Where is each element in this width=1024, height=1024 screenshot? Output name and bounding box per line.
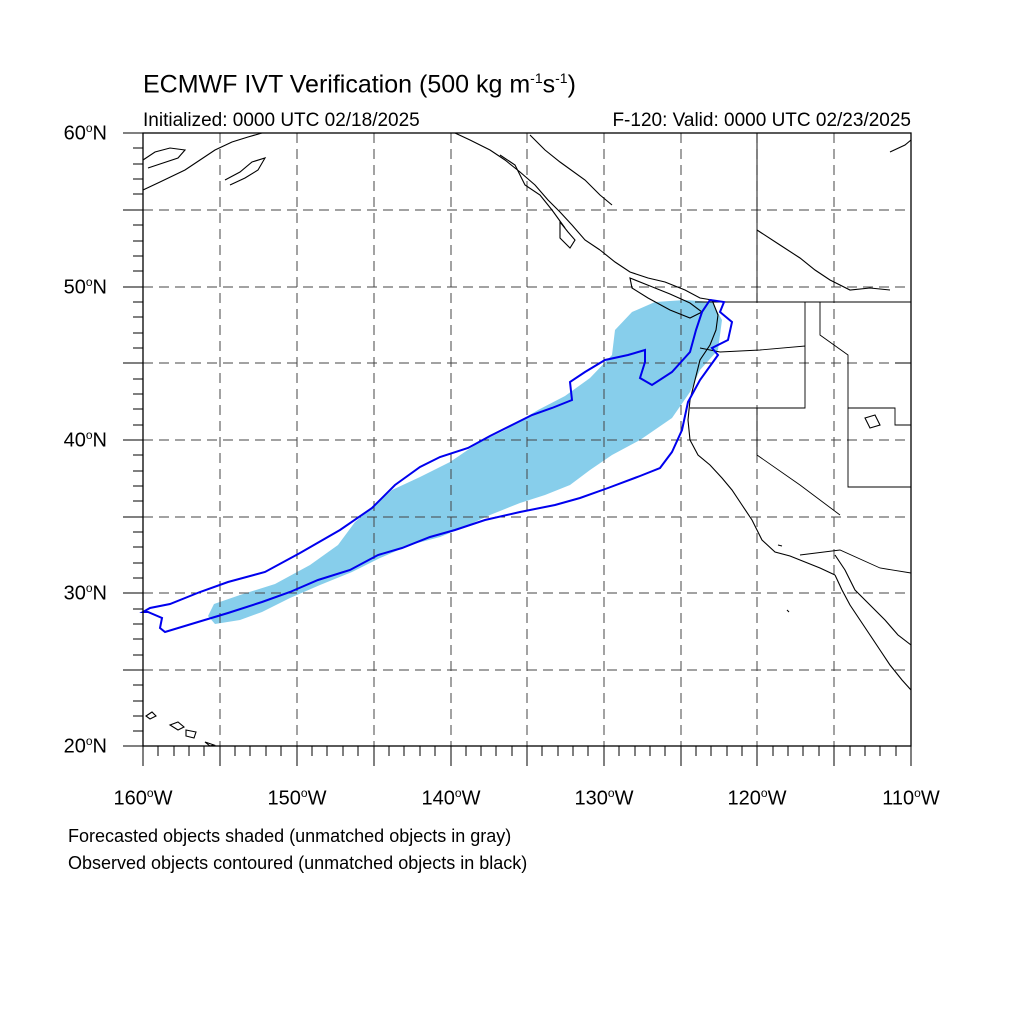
axis-ticks xyxy=(123,132,912,766)
observed-ivt-contour xyxy=(139,298,734,634)
lon-label-130w: 130oW xyxy=(574,786,634,810)
lon-label-120w: 120oW xyxy=(727,786,787,810)
figure-title: ECMWF IVT Verification (500 kg m-1s-1) xyxy=(143,70,576,99)
lat-lon-grid xyxy=(143,133,911,746)
lon-label-140w: 140oW xyxy=(421,786,481,810)
forecast-legend-note: Forecasted objects shaded (unmatched obj… xyxy=(68,826,512,846)
lon-label-110w: 110oW xyxy=(882,786,940,810)
lat-label-50n: 50oN xyxy=(63,275,107,299)
coastlines xyxy=(142,132,912,747)
forecast-ivt-object xyxy=(208,300,722,624)
lon-label-160w: 160oW xyxy=(113,786,173,810)
lat-label-20n: 20oN xyxy=(63,734,107,758)
lat-label-30n: 30oN xyxy=(63,581,107,605)
lat-label-40n: 40oN xyxy=(63,428,107,452)
observed-legend-note: Observed objects contoured (unmatched ob… xyxy=(68,853,528,873)
initialized-time: Initialized: 0000 UTC 02/18/2025 xyxy=(143,110,420,131)
lat-label-60n: 60oN xyxy=(63,121,107,145)
lon-label-150w: 150oW xyxy=(267,786,327,810)
valid-time: F-120: Valid: 0000 UTC 02/23/2025 xyxy=(612,110,911,131)
